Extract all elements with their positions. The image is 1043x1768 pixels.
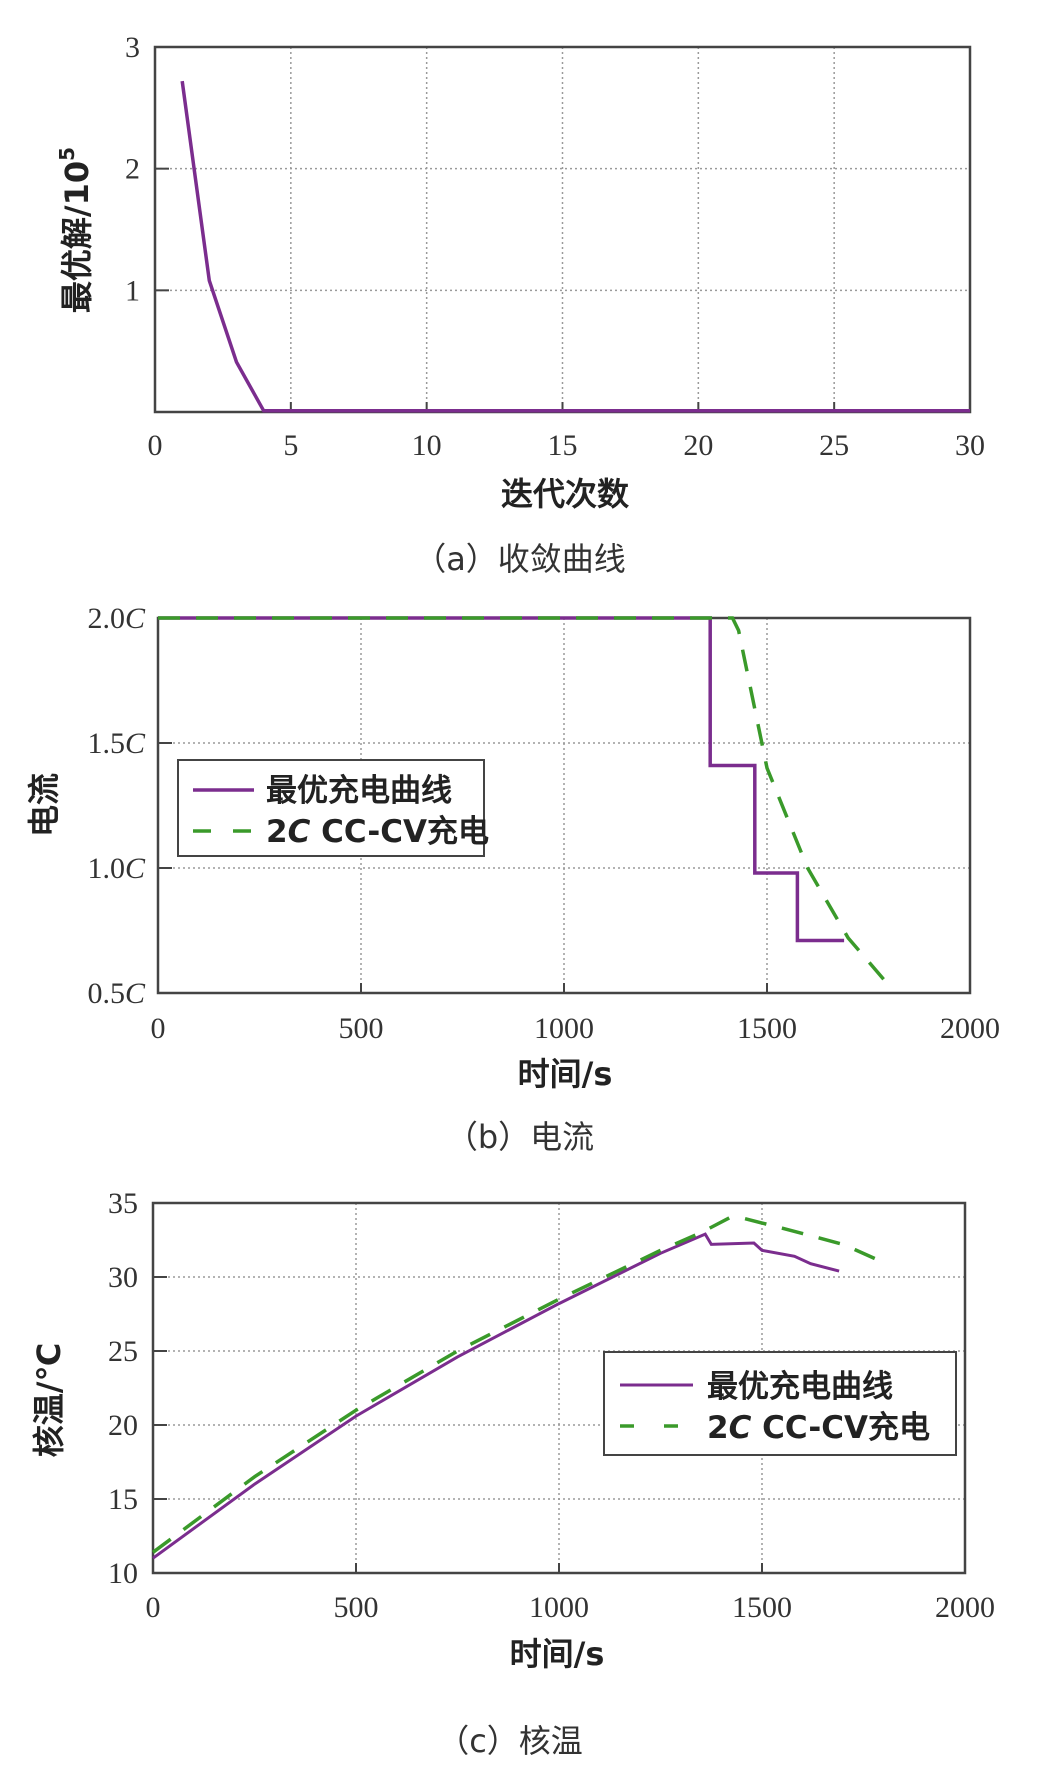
chart-c-series-optimal [152, 1232, 840, 1560]
y-tick-label: 35 [108, 1187, 138, 1220]
chart-b-legend: 最优充电曲线 2C CC-CV充电 [177, 759, 489, 857]
y-tick-label: 25 [108, 1335, 138, 1368]
chart-c-core-temperature: 0 500 1000 1500 2000 10 15 20 25 30 35 最优充电曲线 2C C… [30, 1187, 995, 1760]
chart-b-ticks: 0 500 1000 1500 2000 0.5C 1.0C 1.5C 2.0C [87, 602, 1000, 1045]
y-tick-label: 2.0C [87, 602, 146, 635]
chart-b-grid [158, 618, 970, 993]
x-tick-label: 1500 [732, 1591, 792, 1624]
x-tick-label: 2000 [935, 1591, 995, 1624]
chart-b-xlabel: 时间/s [518, 1055, 613, 1093]
chart-c-legend: 最优充电曲线 2C CC-CV充电 [603, 1351, 957, 1456]
chart-b-ylabel: 电流 [25, 773, 63, 837]
x-tick-label: 2000 [940, 1012, 1000, 1045]
legend-cccv-label: 2C CC-CV充电 [266, 814, 489, 850]
x-tick-label: 1000 [534, 1012, 594, 1045]
chart-b-caption: （b）电流 [446, 1118, 594, 1156]
chart-a-convergence: 0 5 10 15 20 25 30 1 2 3 迭代次数 最优解/105 （a）收敛曲线 [55, 31, 985, 578]
svg-text:最优解/105: 最优解/105 [55, 147, 96, 313]
y-tick-label: 0.5C [87, 977, 146, 1010]
chart-a-series-line [180, 80, 970, 413]
x-tick-label: 0 [151, 1012, 166, 1045]
x-tick-label: 500 [334, 1591, 379, 1624]
x-tick-label: 5 [283, 429, 298, 462]
x-tick-label: 10 [412, 429, 442, 462]
y-tick-label: 1 [125, 274, 140, 307]
legend-optimal-label: 最优充电曲线 [266, 773, 452, 809]
x-tick-label: 15 [548, 429, 578, 462]
chart-c-ylabel: 核温/℃ [30, 1343, 68, 1457]
y-tick-label: 3 [125, 31, 140, 64]
chart-b-series-cccv [158, 616, 887, 982]
chart-a-ticks: 0 5 10 15 20 25 30 1 2 3 [125, 31, 985, 462]
x-tick-label: 1500 [737, 1012, 797, 1045]
chart-c-ticks: 0 500 1000 1500 2000 10 15 20 25 30 35 [108, 1187, 995, 1624]
x-tick-label: 25 [819, 429, 849, 462]
y-tick-label: 30 [108, 1261, 138, 1294]
x-tick-label: 1000 [529, 1591, 589, 1624]
x-tick-label: 500 [339, 1012, 384, 1045]
chart-c-xlabel: 时间/s [510, 1635, 605, 1673]
legend-optimal-label: 最优充电曲线 [707, 1369, 893, 1405]
y-tick-label: 20 [108, 1409, 138, 1442]
chart-c-series-cccv [151, 1216, 881, 1554]
chart-a-grid [155, 47, 970, 412]
x-tick-label: 0 [148, 429, 163, 462]
x-tick-label: 0 [146, 1591, 161, 1624]
chart-a-ylabel: 最优解/105 [55, 147, 96, 313]
y-tick-label: 10 [108, 1557, 138, 1590]
legend-cccv-label: 2C CC-CV充电 [707, 1410, 930, 1446]
x-tick-label: 20 [683, 429, 713, 462]
y-tick-label: 1.0C [87, 852, 146, 885]
chart-c-caption: （c）核温 [437, 1722, 583, 1760]
y-tick-label: 2 [125, 153, 140, 186]
x-tick-label: 30 [955, 429, 985, 462]
y-tick-label: 15 [108, 1483, 138, 1516]
y-tick-label: 1.5C [87, 727, 146, 760]
chart-a-caption: （a）收敛曲线 [414, 540, 626, 578]
chart-b-series-optimal [158, 616, 845, 943]
chart-b-current: 0 500 1000 1500 2000 0.5C 1.0C 1.5C 2.0C 最优充电曲线 … [25, 602, 1000, 1156]
chart-a-xlabel: 迭代次数 [501, 475, 630, 513]
